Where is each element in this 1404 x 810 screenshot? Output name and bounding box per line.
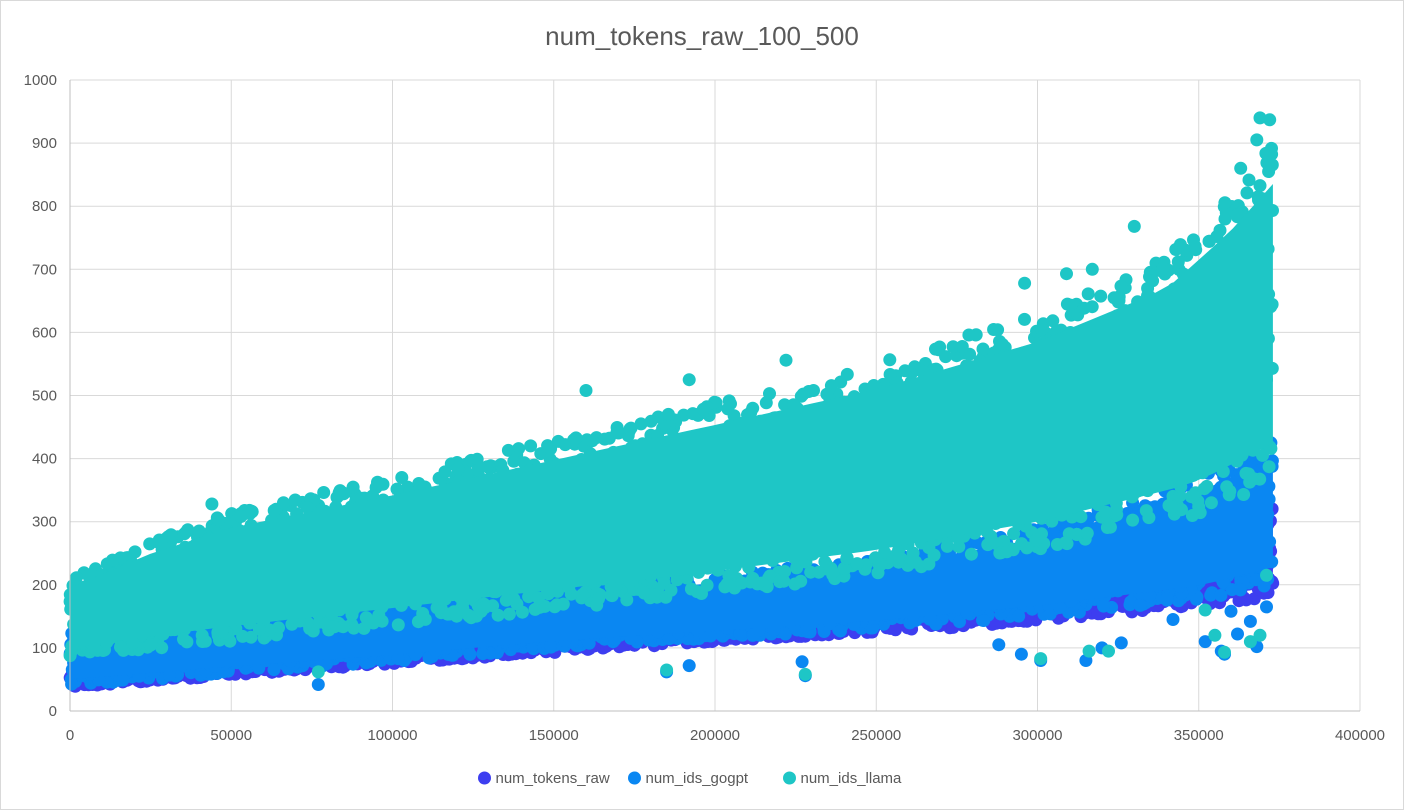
data-point — [65, 677, 79, 691]
data-point — [1012, 609, 1026, 623]
chart-title: num_tokens_raw_100_500 — [545, 21, 859, 51]
data-point — [391, 652, 405, 666]
points-layer — [63, 111, 1280, 693]
data-point — [778, 627, 792, 641]
data-point — [953, 615, 966, 629]
data-point — [704, 629, 717, 643]
data-point — [267, 663, 281, 677]
data-point — [733, 627, 747, 641]
data-point — [1214, 588, 1228, 602]
data-point — [1234, 592, 1248, 606]
data-point — [866, 621, 880, 635]
data-point — [1204, 588, 1218, 602]
data-point — [1233, 583, 1247, 597]
